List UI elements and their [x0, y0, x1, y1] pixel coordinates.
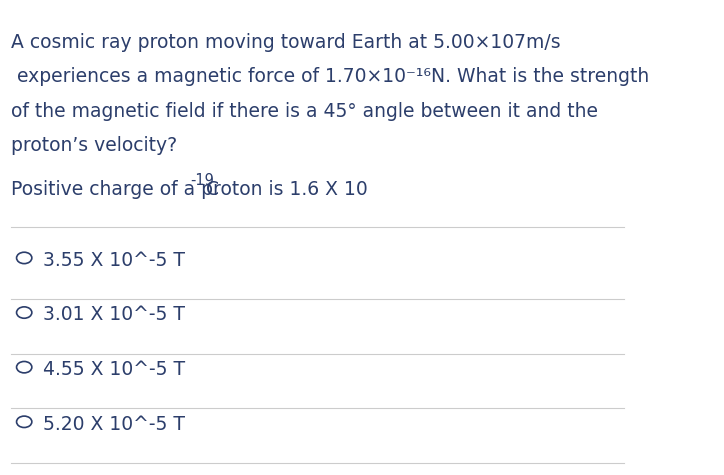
Text: A cosmic ray proton moving toward Earth at 5.00×107m/s: A cosmic ray proton moving toward Earth …: [12, 33, 561, 52]
Text: 3.01 X 10^-5 T: 3.01 X 10^-5 T: [43, 305, 185, 324]
Text: proton’s velocity?: proton’s velocity?: [12, 136, 177, 155]
Text: of the magnetic field if there is a 45° angle between it and the: of the magnetic field if there is a 45° …: [12, 102, 599, 121]
Text: 4.55 X 10^-5 T: 4.55 X 10^-5 T: [43, 360, 185, 379]
Text: C: C: [201, 180, 219, 199]
Text: experiences a magnetic force of 1.70×10⁻¹⁶N. What is the strength: experiences a magnetic force of 1.70×10⁻…: [12, 67, 649, 86]
Text: -19: -19: [190, 173, 214, 189]
Text: Positive charge of a proton is 1.6 X 10: Positive charge of a proton is 1.6 X 10: [12, 180, 369, 199]
Text: 3.55 X 10^-5 T: 3.55 X 10^-5 T: [43, 251, 185, 270]
Text: 5.20 X 10^-5 T: 5.20 X 10^-5 T: [43, 415, 185, 434]
